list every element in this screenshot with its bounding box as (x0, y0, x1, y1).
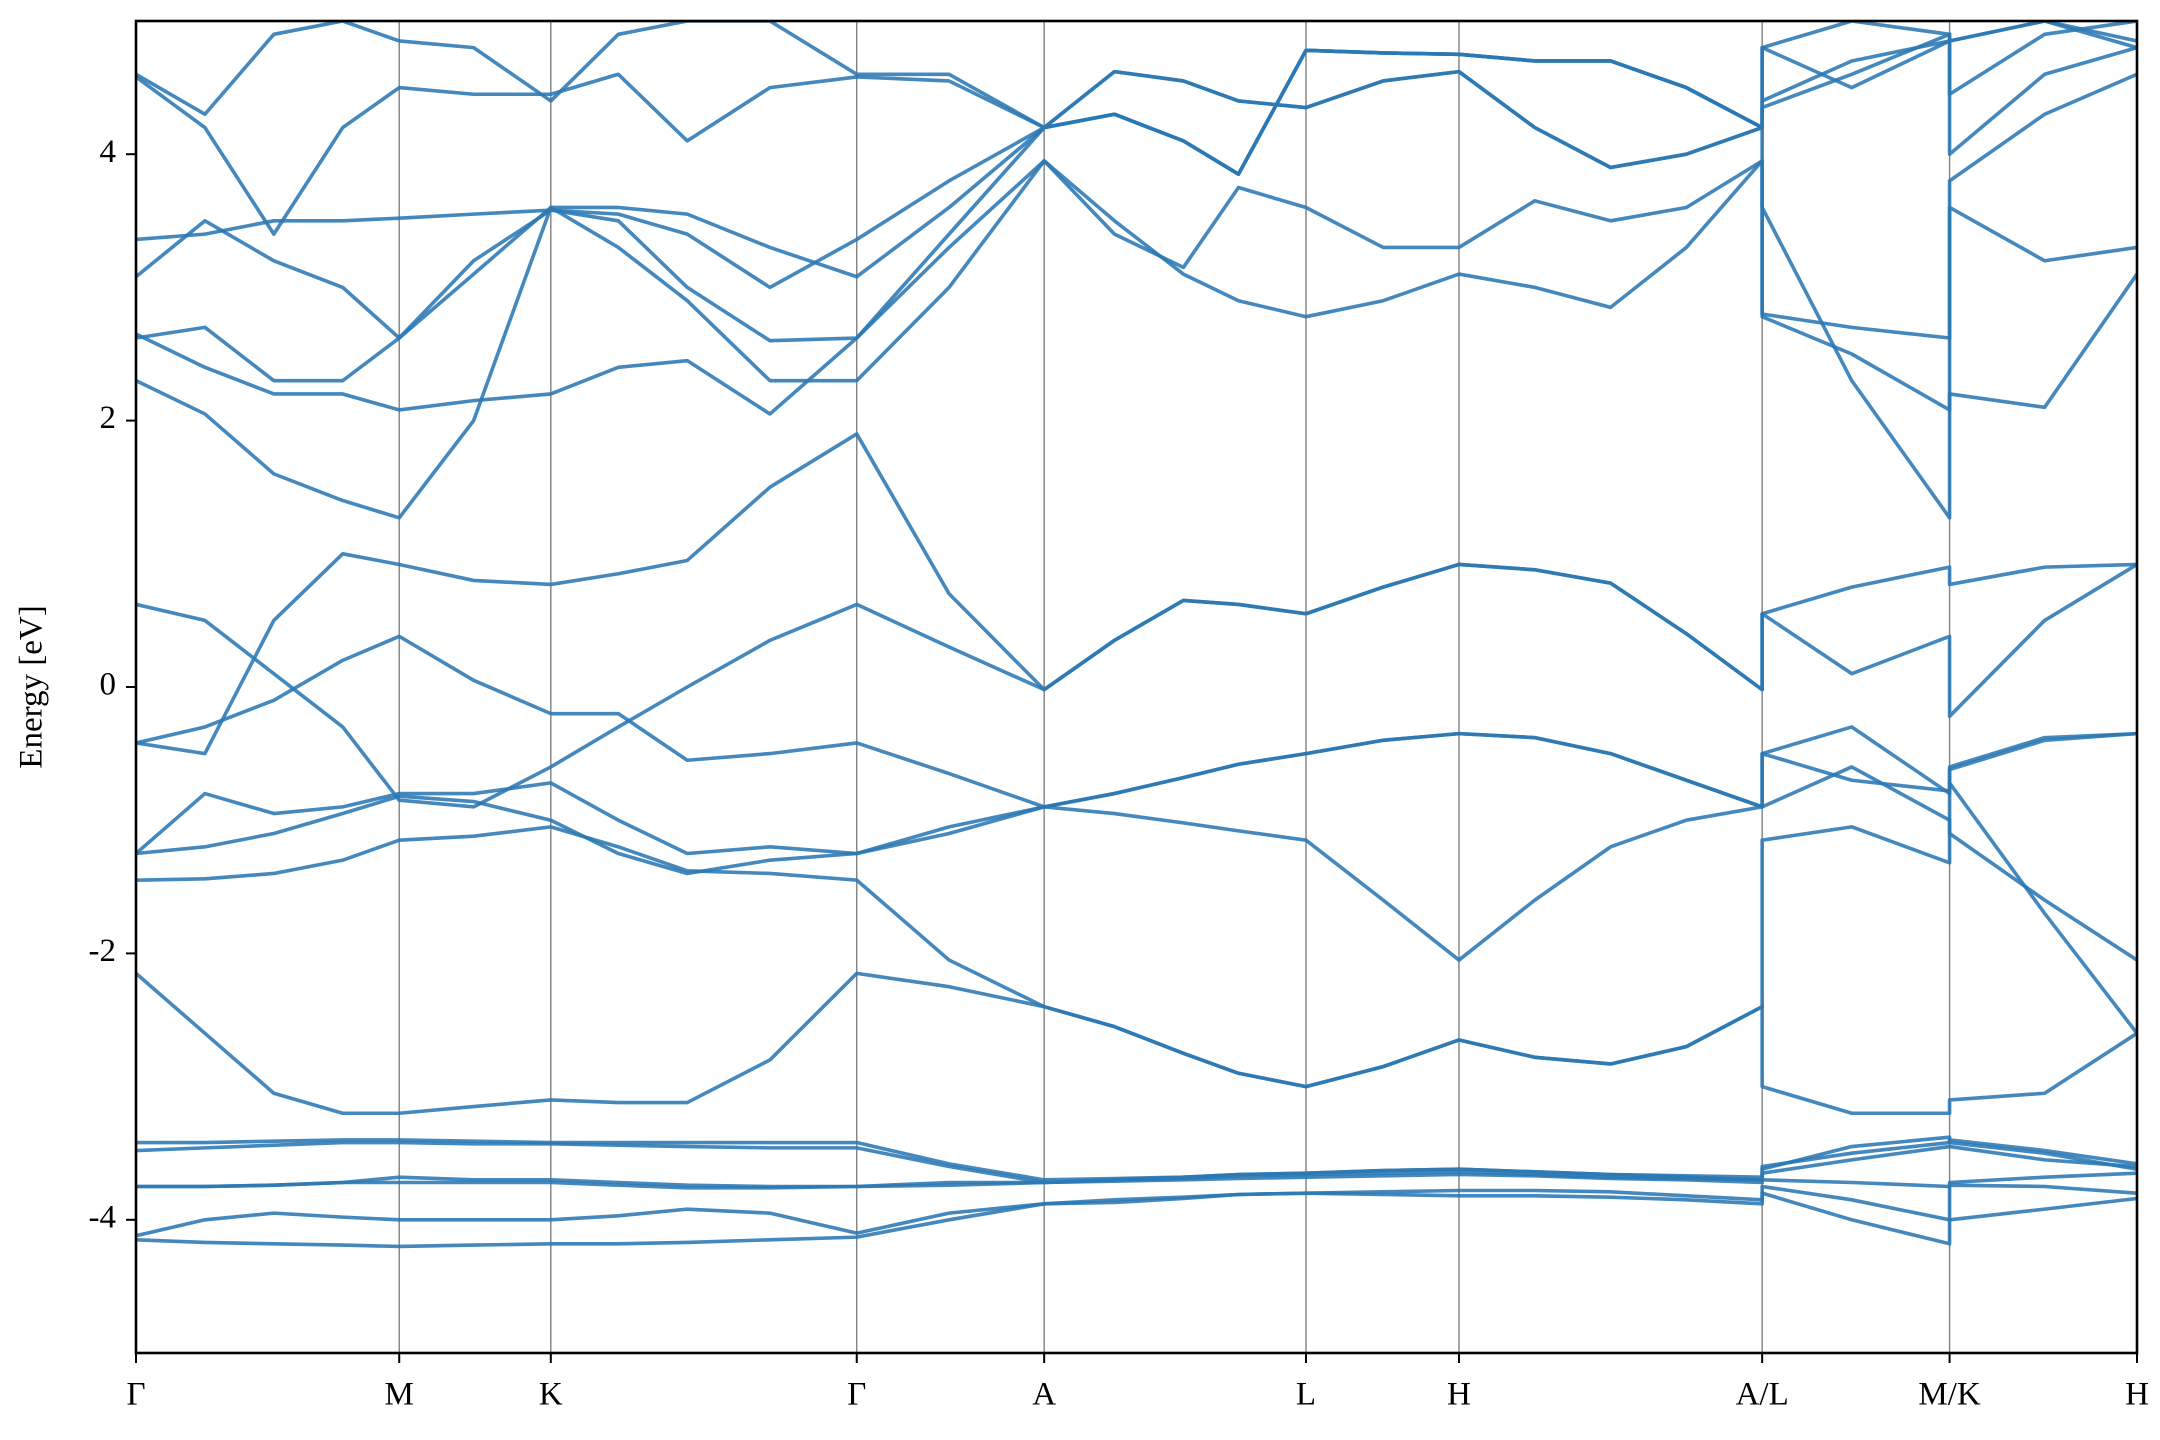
band-line (136, 562, 2137, 809)
band-line (136, 432, 2137, 756)
x-tick-label: L (1296, 1377, 1316, 1413)
x-tick-label: H (2125, 1377, 2149, 1413)
y-tick-label: -4 (89, 1199, 117, 1235)
band-line (136, 21, 2137, 236)
grid (135, 21, 2138, 1353)
x-tick-label: A (1032, 1377, 1056, 1413)
x-tick-label: M/K (1918, 1377, 1981, 1413)
y-tick-label: 4 (100, 134, 117, 170)
band-line (136, 1183, 2137, 1238)
y-tick-label: 2 (100, 400, 117, 436)
band-line (136, 781, 2137, 1089)
band-line (136, 21, 2137, 176)
x-tick-label: A/L (1736, 1377, 1789, 1413)
band-line (136, 765, 2137, 962)
band-line (136, 1135, 2137, 1185)
y-tick-label: 0 (100, 667, 117, 703)
plot-frame (134, 19, 2139, 1355)
x-tick-label: M (385, 1377, 414, 1413)
band-line (136, 1138, 2137, 1182)
x-tick-label: H (1447, 1377, 1471, 1413)
y-axis-label: Energy [eV] (14, 605, 50, 768)
band-line (136, 21, 2137, 290)
band-line (136, 159, 2137, 416)
x-tick-label: Γ (126, 1377, 145, 1413)
axes: Γ M K Γ A L H A/L M/K H -4 -2 0 2 4 (89, 134, 2149, 1413)
band-line (136, 731, 2137, 856)
y-tick-label: -2 (89, 933, 117, 969)
band-line (136, 634, 2137, 809)
x-tick-label: K (539, 1377, 563, 1413)
bands (136, 21, 2137, 1249)
band-line (136, 159, 2137, 520)
band-line (136, 971, 2137, 1116)
x-tick-label: Γ (847, 1377, 866, 1413)
